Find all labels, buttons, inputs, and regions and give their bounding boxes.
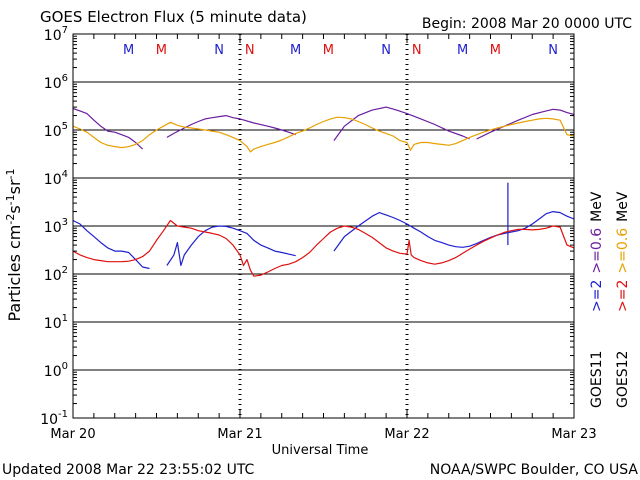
y-tick-label: 101 [44, 313, 68, 332]
legend-satellite-goes11: GOES11 [589, 351, 605, 408]
time-marker: N [412, 43, 422, 58]
y-tick-label: 103 [44, 217, 68, 236]
y-axis-label: Particles cm-2s-1sr-1 [4, 168, 24, 321]
chart-footer: Updated 2008 Mar 22 23:55:02 UTC NOAA/SW… [2, 462, 638, 478]
legend-label: >=0.6 [615, 228, 631, 274]
time-marker: N [381, 43, 391, 58]
begin-date: Begin: 2008 Mar 20 0000 UTC [422, 16, 632, 32]
y-tick-exponent: 7 [62, 25, 68, 36]
y-tick-exponent: 0 [62, 361, 68, 372]
y-tick-label: 102 [44, 265, 68, 284]
x-tick-label: Mar 22 [384, 427, 429, 442]
series-line [166, 225, 296, 267]
y-tick-base: 10 [44, 28, 62, 44]
y-tick-label: 105 [44, 121, 68, 140]
x-tick-label: Mar 20 [50, 427, 95, 442]
y-label-sup: -1 [4, 194, 17, 205]
legend-label: >=0.6 [589, 228, 605, 274]
time-marker: N [548, 43, 558, 58]
time-marker: N [214, 43, 224, 58]
y-tick-base: 10 [44, 220, 62, 236]
y-label-sup: -2 [4, 214, 17, 225]
legend-label: >=2 [615, 280, 631, 312]
time-marker: M [290, 43, 301, 58]
y-tick-exponent: 1 [62, 313, 68, 324]
y-tick-base: 10 [44, 364, 62, 380]
series-line [333, 106, 470, 141]
legend-label: >=2 [589, 280, 605, 312]
updated-timestamp: Updated 2008 Mar 22 23:55:02 UTC [2, 462, 255, 478]
series-line [166, 114, 296, 138]
y-tick-base: 10 [44, 172, 62, 188]
series-lines [72, 106, 575, 277]
series-line [476, 108, 575, 140]
y-tick-label: 104 [44, 169, 68, 188]
time-marker: M [323, 43, 334, 58]
y-tick-exponent: -1 [58, 409, 68, 420]
legend-label: MeV [589, 191, 605, 222]
y-tick-label: 107 [44, 25, 68, 44]
legend-label: MeV [615, 191, 631, 222]
y-tick-base: 10 [44, 268, 62, 284]
series-line [72, 219, 150, 270]
y-tick-label: 100 [44, 361, 68, 380]
y-tick-label: 106 [44, 73, 68, 92]
x-tick-label: Mar 21 [217, 427, 262, 442]
gridlines [73, 34, 574, 418]
y-axis-label-group: Particles cm-2s-1sr-1 [4, 168, 24, 321]
y-tick-base: 10 [44, 316, 62, 332]
time-marker: M [156, 43, 167, 58]
legend: >=2 >=0.6 MeV >=2 >=0.6 MeV GOES11 GOES12 [589, 191, 631, 408]
y-tick-base: 10 [40, 412, 58, 428]
y-label-part: s [5, 205, 24, 213]
y-label-sup: -1 [4, 168, 17, 179]
x-tick-label: Mar 23 [551, 427, 596, 442]
series-line [72, 116, 575, 153]
time-marker: N [245, 43, 255, 58]
y-tick-exponent: 5 [62, 121, 68, 132]
series-line [72, 219, 575, 277]
y-tick-exponent: 2 [62, 265, 68, 276]
x-axis-label: Universal Time [272, 443, 369, 458]
series-line [333, 211, 575, 252]
y-tick-exponent: 4 [62, 169, 68, 180]
y-tick-exponent: 3 [62, 217, 68, 228]
time-marker: M [123, 43, 134, 58]
y-label-part: Particles cm [5, 225, 24, 322]
chart-title: GOES Electron Flux (5 minute data) [40, 8, 307, 26]
chart-header: GOES Electron Flux (5 minute data) Begin… [40, 8, 632, 32]
credit: NOAA/SWPC Boulder, CO USA [430, 462, 639, 478]
y-label-part: sr [5, 179, 24, 194]
legend-satellite-goes12: GOES12 [615, 351, 631, 408]
y-tick-base: 10 [44, 76, 62, 92]
y-tick-base: 10 [44, 124, 62, 140]
time-marker: M [457, 43, 468, 58]
time-marker: M [490, 43, 501, 58]
series-line [72, 107, 144, 150]
y-tick-exponent: 6 [62, 73, 68, 84]
legend-row-goes11: >=2 >=0.6 MeV [589, 191, 605, 312]
y-tick-label: 10-1 [40, 409, 68, 428]
legend-row-goes12: >=2 >=0.6 MeV [615, 191, 631, 312]
